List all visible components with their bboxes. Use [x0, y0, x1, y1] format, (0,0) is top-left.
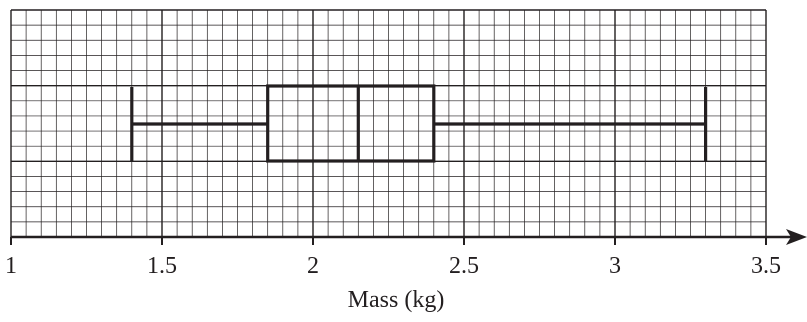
box-plot: [130, 84, 708, 163]
x-axis-tick-labels: 1 1.5 2 2.5 3 3.5: [5, 253, 781, 279]
x-tick-label: 3: [609, 253, 621, 279]
x-tick-label: 1: [5, 253, 17, 279]
x-tick-label: 1.5: [147, 253, 177, 279]
interquartile-box: [266, 84, 436, 163]
x-axis-arrowhead: [786, 229, 807, 245]
x-axis-tick-marks: [10, 237, 767, 245]
x-tick-label: 2.5: [449, 253, 479, 279]
x-tick-label: 3.5: [751, 253, 781, 279]
x-axis-label: Mass (kg): [348, 287, 445, 313]
x-axis: 1 1.5 2 2.5 3 3.5: [5, 229, 807, 279]
x-tick-label: 2: [307, 253, 319, 279]
